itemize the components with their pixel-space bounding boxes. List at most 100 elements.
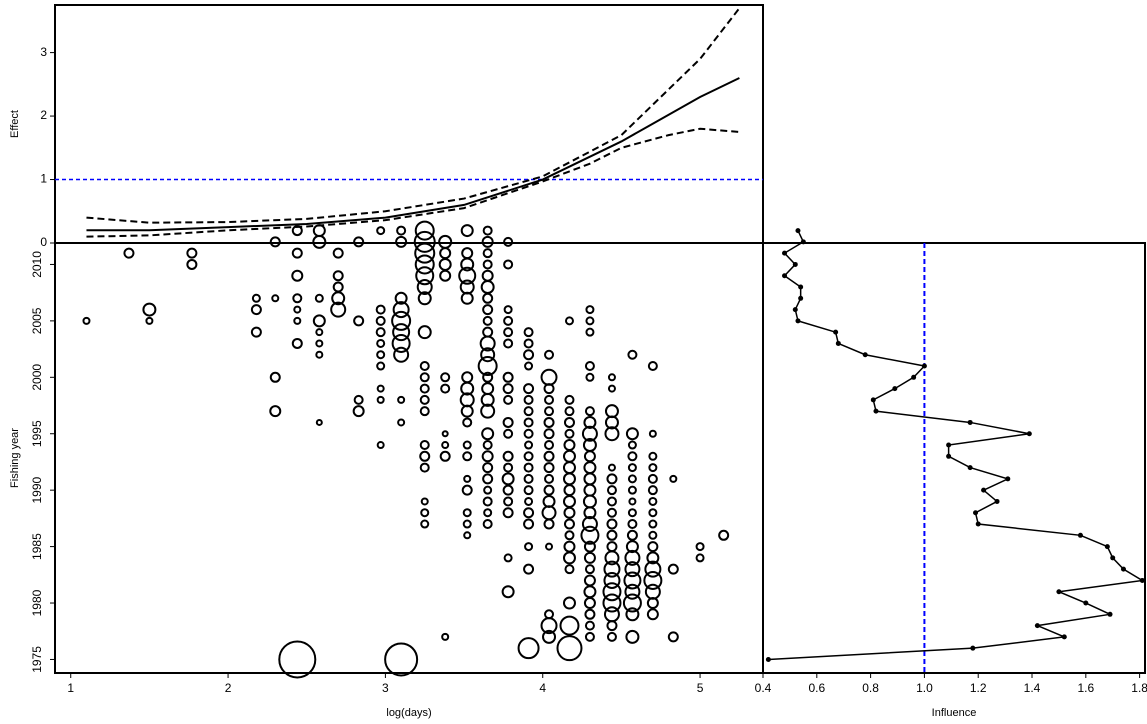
effect-y-tick-label: 0: [40, 235, 47, 249]
bubble-point: [441, 632, 450, 641]
bubble-point: [503, 394, 514, 405]
bubble-point: [397, 395, 406, 404]
bubble-point: [291, 337, 303, 349]
bubble-point: [583, 461, 597, 475]
bubble-point: [695, 542, 705, 552]
bubble-point: [543, 450, 555, 462]
bubble-point: [562, 596, 576, 610]
bubble-point: [718, 529, 730, 541]
influence-x-tick-label: 0.6: [808, 681, 825, 695]
bubble-point: [648, 429, 657, 438]
bubble-point: [542, 629, 557, 644]
bubble-point: [441, 430, 449, 438]
influence-point: [892, 386, 898, 392]
effect-y-tick-label: 2: [40, 108, 47, 122]
bubble-point: [625, 607, 640, 622]
bubble-point: [439, 450, 451, 462]
bubble-point: [606, 631, 617, 642]
bubble-point: [523, 473, 534, 484]
bubble-y-tick-label: 1985: [30, 533, 44, 560]
bubble-x-tick-label: 4: [539, 681, 546, 695]
influence-point: [873, 408, 879, 414]
bubble-point: [604, 404, 619, 419]
bubble-point: [503, 327, 514, 338]
bubble-point: [562, 551, 576, 565]
bubble-point: [647, 541, 659, 553]
influence-point: [946, 453, 952, 459]
bubble-point: [523, 417, 534, 428]
bubble-point: [315, 339, 324, 348]
bubble-point: [271, 294, 280, 303]
influence-point: [994, 498, 1000, 504]
bubble-point: [606, 485, 617, 496]
bubble-point: [375, 304, 386, 315]
bubble-point: [461, 371, 474, 384]
bubble-point: [562, 449, 576, 463]
bubble-point: [627, 349, 638, 360]
bubble-point: [441, 441, 450, 450]
bubble-point: [376, 226, 386, 236]
bubble-point: [563, 518, 575, 530]
bubble-point: [603, 560, 621, 578]
bubble-point: [585, 372, 595, 382]
effect-panel: 0 1 2 3: [40, 7, 763, 249]
bubble-point: [583, 551, 596, 564]
bubble-point: [353, 315, 365, 327]
bubble-point: [458, 266, 477, 285]
influence-point: [973, 510, 979, 516]
bubble-point: [603, 571, 621, 589]
bubble-point: [646, 608, 659, 621]
influence-point: [782, 250, 788, 256]
bubble-point: [419, 450, 431, 462]
bubble-point: [123, 247, 135, 259]
bubble-point: [503, 315, 514, 326]
bubble-point: [314, 293, 324, 303]
bubble-point: [564, 428, 575, 439]
bubble-point: [524, 496, 534, 506]
influence-point: [862, 352, 868, 358]
bubble-point: [606, 496, 617, 507]
bubble-point: [376, 384, 385, 393]
bubble-point: [376, 361, 386, 371]
bubble-point: [419, 462, 430, 473]
bubble-point: [585, 327, 595, 337]
effect-line-lower: [86, 127, 740, 238]
bubble-point: [648, 519, 658, 529]
bubble-point: [583, 415, 597, 429]
bubble-point: [291, 269, 304, 282]
bubble-point: [438, 234, 453, 249]
bubble-point: [544, 406, 555, 417]
influence-x-tick-label: 1.8: [1131, 681, 1147, 695]
bubble-point: [186, 258, 198, 270]
bubble-point: [462, 440, 472, 450]
bubble-point: [332, 270, 344, 282]
bubble-point: [584, 564, 595, 575]
bubble-point: [503, 553, 513, 563]
bubble-point: [583, 574, 596, 587]
bubble-point: [376, 350, 386, 360]
bubble-point: [648, 463, 658, 473]
influence-point: [870, 397, 876, 403]
bubble-point: [647, 361, 658, 372]
bubble-point: [584, 631, 595, 642]
bubble-point: [523, 451, 534, 462]
bubble-point: [384, 642, 419, 677]
bubble-point: [482, 292, 494, 304]
bubble-point: [312, 314, 326, 328]
bubble-x-axis-title: log(days): [386, 707, 431, 719]
bubble-point: [604, 426, 620, 442]
bubble-point: [480, 392, 495, 407]
bubble-point: [439, 269, 452, 282]
influence-point: [792, 261, 798, 267]
bubble-point: [417, 291, 432, 306]
bubble-point: [312, 234, 327, 249]
bubble-point: [440, 383, 451, 394]
bubble-point: [482, 304, 494, 316]
influence-point: [1110, 555, 1116, 561]
bubble-point: [647, 485, 658, 496]
bubble-point: [502, 371, 514, 383]
bubble-point: [606, 541, 618, 553]
influence-point: [1104, 544, 1110, 550]
bubble-point: [502, 507, 514, 519]
bubble-point: [419, 406, 430, 417]
